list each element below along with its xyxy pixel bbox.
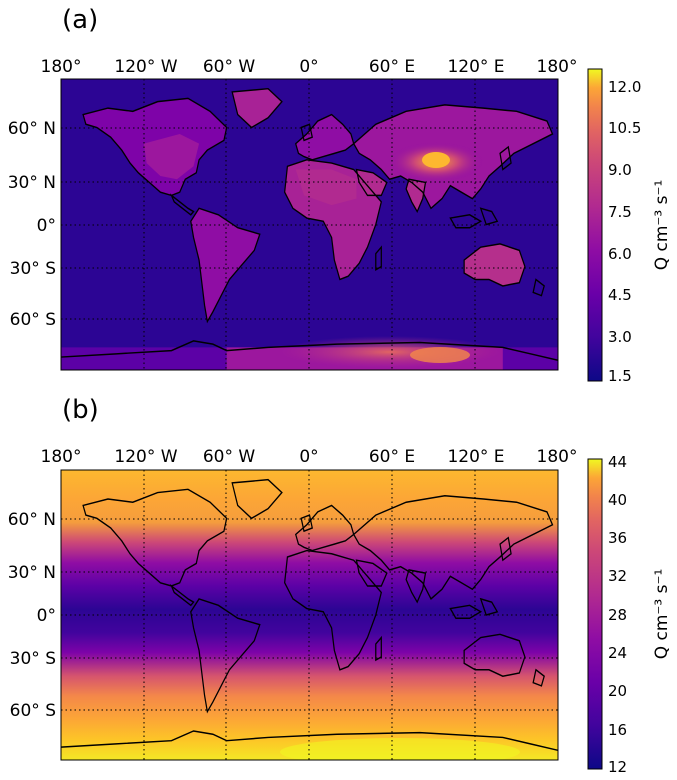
- panel-a-lon-label: 120° E: [447, 57, 504, 77]
- panel-a-gridlines: [61, 79, 558, 370]
- panel-b-colorbar-tick: 36: [608, 529, 627, 547]
- panel-a-colorbar-tick: 12.0: [608, 78, 641, 96]
- panel-a-colorbar-tick: 3.0: [608, 328, 632, 346]
- panel-a: (a): [8, 5, 672, 385]
- panel-a-colorbar-tick: 7.5: [608, 203, 632, 221]
- panel-b-lat-label: 30° S: [10, 649, 56, 669]
- panel-b-lat-label: 60° N: [8, 510, 56, 530]
- panel-a-lat-label: 0°: [37, 216, 56, 236]
- panel-b-colorbar-tick: 16: [608, 721, 627, 739]
- panel-b-lon-label: 60° E: [369, 447, 415, 467]
- panel-a-label: (a): [62, 5, 98, 35]
- panel-a-colorbar-label: Q cm⁻³ s⁻¹: [652, 180, 672, 271]
- panel-b-colorbar-tick: 32: [608, 567, 627, 585]
- panel-b-lon-label: 120° E: [447, 447, 504, 467]
- panel-b-lat-label: 30° N: [8, 563, 56, 583]
- panel-b-colorbar-tick: 24: [608, 644, 627, 662]
- panel-b-colorbar-tick: 28: [608, 606, 627, 624]
- panel-a-lon-label: 180°: [537, 57, 578, 77]
- panel-a-colorbar-tick: 6.0: [608, 245, 632, 263]
- panel-b-colorbar-tick: 20: [608, 682, 627, 700]
- panel-a-lon-label: 60° W: [203, 57, 256, 77]
- panel-a-lat-label: 30° S: [10, 259, 56, 279]
- panel-a-lat-label: 60° S: [10, 310, 56, 330]
- panel-a-lon-label: 120° W: [114, 57, 177, 77]
- panel-a-lat-label: 30° N: [8, 173, 56, 193]
- panel-b-colorbar-tick: 12: [608, 758, 627, 776]
- panel-b-lat-label: 60° S: [10, 701, 56, 721]
- panel-b-colorbar: [587, 458, 603, 770]
- panel-b-colorbar-tick: 44: [608, 453, 627, 471]
- panel-b-lon-label: 180°: [537, 447, 578, 467]
- panel-a-colorbar-tick: 9.0: [608, 161, 632, 179]
- panel-b: (b) 180° 120° W 60° W 0° 60° E: [8, 395, 672, 776]
- panel-a-colorbar: [587, 68, 603, 382]
- panel-b-lon-label: 0°: [299, 447, 318, 467]
- panel-b-lon-label: 60° W: [203, 447, 256, 467]
- panel-b-colorbar-tick: 40: [608, 491, 627, 509]
- panel-a-lat-label: 60° N: [8, 119, 56, 139]
- panel-b-label: (b): [62, 395, 99, 425]
- panel-b-lon-label: 180°: [41, 447, 82, 467]
- panel-a-colorbar-tick: 1.5: [608, 367, 632, 385]
- panel-b-colorbar-label: Q cm⁻³ s⁻¹: [652, 569, 672, 660]
- panel-b-lat-label: 0°: [37, 606, 56, 626]
- panel-b-gridlines: [61, 470, 558, 760]
- panel-a-lon-label: 180°: [41, 57, 82, 77]
- panel-a-heatmap-field: [61, 88, 558, 370]
- panel-a-lon-label: 60° E: [369, 57, 415, 77]
- panel-a-colorbar-tick: 4.5: [608, 286, 632, 304]
- panel-a-colorbar-tick: 10.5: [608, 119, 641, 137]
- panel-b-lon-label: 120° W: [114, 447, 177, 467]
- panel-a-lon-label: 0°: [299, 57, 318, 77]
